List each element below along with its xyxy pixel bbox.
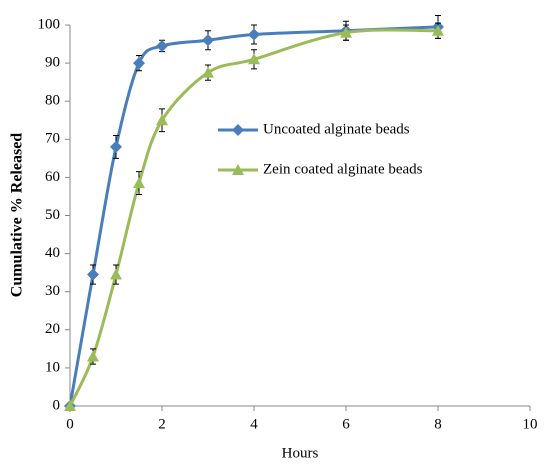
y-tick-label: 100 [38, 16, 61, 32]
x-tick-label: 8 [434, 416, 442, 432]
marker [87, 268, 99, 281]
marker [232, 164, 244, 175]
y-axis-label: Cumulative % Released [9, 133, 26, 298]
marker [64, 400, 76, 411]
marker [110, 268, 122, 280]
y-tick-label: 40 [45, 245, 60, 261]
marker [156, 39, 168, 52]
marker [432, 24, 444, 36]
marker [202, 34, 214, 47]
marker [248, 53, 260, 65]
y-tick-label: 70 [45, 131, 60, 147]
x-tick-label: 10 [523, 416, 538, 432]
marker [340, 26, 352, 38]
marker [232, 124, 244, 136]
y-tick-label: 80 [45, 93, 60, 109]
series-line [68, 25, 439, 407]
y-tick-label: 30 [45, 283, 60, 299]
series-line [68, 28, 439, 407]
marker [87, 350, 99, 362]
legend-label: Zein coated alginate beads [263, 161, 423, 177]
x-tick-label: 2 [158, 416, 166, 432]
x-axis-label: Hours [282, 445, 319, 461]
marker [133, 177, 145, 189]
y-tick-label: 60 [45, 169, 60, 185]
marker [248, 28, 260, 41]
marker [110, 140, 122, 153]
y-tick-label: 50 [45, 207, 60, 223]
x-tick-label: 4 [250, 416, 258, 432]
marker [133, 57, 145, 70]
marker [202, 66, 214, 78]
y-tick-label: 90 [45, 55, 60, 71]
y-tick-label: 0 [53, 397, 61, 413]
y-tick-label: 20 [45, 321, 60, 337]
x-tick-label: 6 [342, 416, 350, 432]
legend-label: Uncoated alginate beads [263, 121, 410, 137]
x-tick-label: 0 [66, 416, 74, 432]
marker [156, 114, 168, 126]
y-tick-label: 10 [45, 359, 60, 375]
